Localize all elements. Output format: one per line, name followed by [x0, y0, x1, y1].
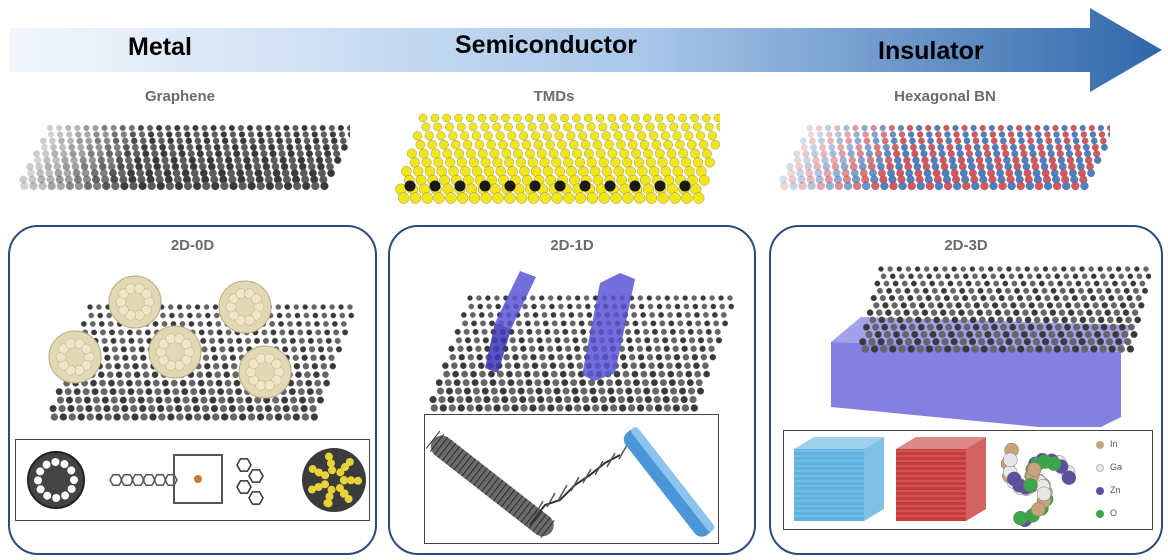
legend-label-zn: Zn [1110, 485, 1121, 495]
label-insulator: Insulator [878, 37, 984, 65]
oxide-nanowire [623, 427, 715, 537]
legend-item-o: O [1096, 508, 1117, 518]
legend-item-in: In [1096, 439, 1118, 449]
tmd-atoms [395, 113, 720, 204]
panel-2d-0d: 2D-0D [8, 225, 377, 555]
3d-materials-inset: In Ga Zn O [783, 430, 1153, 530]
3d-crystals-illustration [794, 437, 1077, 528]
legend-dot-icon [1096, 486, 1104, 495]
legend-label-in: In [1110, 439, 1118, 449]
label-tmds: TMDs [533, 88, 575, 105]
crystal-cube-red [896, 437, 986, 521]
panel-2d-1d: 2D-1D [388, 225, 756, 555]
legend-dot-icon [1096, 440, 1104, 449]
label-metal: Metal [128, 33, 192, 61]
element-legend: In Ga Zn O [1084, 431, 1152, 529]
2d-0d-heterostructure-illustration [48, 275, 355, 421]
legend-label-o: O [1110, 508, 1118, 518]
legend-label-ga: Ga [1110, 462, 1123, 472]
property-arrow [10, 8, 1162, 92]
legend-dot-icon [1096, 463, 1104, 472]
panel-title-2d-3d: 2D-3D [944, 237, 988, 254]
legend-item-zn: Zn [1096, 485, 1121, 495]
0d-molecules-illustration [27, 448, 366, 512]
panel-2d-3d: 2D-3D In Ga Zn O [769, 225, 1163, 555]
hbn-atoms [779, 124, 1110, 191]
graphene-substrate-atoms [429, 295, 735, 412]
nanowire-prisms [485, 271, 635, 381]
legend-dot-icon [1096, 509, 1104, 518]
amorphous-cluster [1000, 442, 1077, 528]
2d-1d-heterostructure-illustration [429, 271, 735, 412]
2d-3d-heterostructure-illustration [831, 266, 1151, 427]
tmd-sheet-illustration [395, 113, 720, 204]
polymer-chain [529, 444, 628, 526]
label-graphene: Graphene [144, 88, 216, 105]
graphene-atoms [19, 124, 350, 191]
label-hexagonal-bn: Hexagonal BN [894, 88, 996, 105]
graphene-sheet-illustration [19, 124, 350, 191]
graphene-layer-atoms [859, 266, 1151, 353]
0d-materials-inset [15, 439, 370, 521]
panel-title-2d-0d: 2D-0D [170, 237, 215, 254]
tmd-metal-atoms [404, 180, 691, 192]
label-semiconductor: Semiconductor [455, 31, 637, 59]
panel-title-2d-1d: 2D-1D [550, 237, 594, 254]
carbon-nanotube [425, 430, 555, 539]
hbn-sheet-illustration [779, 124, 1110, 191]
legend-item-ga: Ga [1096, 462, 1122, 472]
1d-materials-illustration [425, 427, 715, 539]
nanoparticle-clusters [48, 275, 292, 399]
1d-materials-inset [424, 414, 719, 544]
crystal-cube-blue [794, 437, 884, 521]
